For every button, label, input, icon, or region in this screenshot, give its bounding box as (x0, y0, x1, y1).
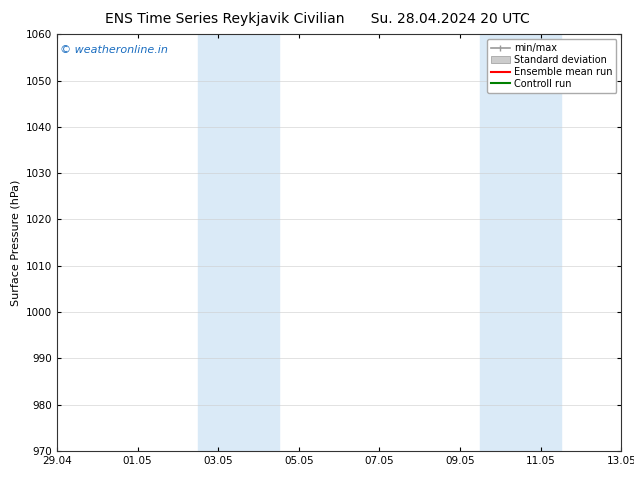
Y-axis label: Surface Pressure (hPa): Surface Pressure (hPa) (10, 179, 20, 306)
Text: ENS Time Series Reykjavik Civilian      Su. 28.04.2024 20 UTC: ENS Time Series Reykjavik Civilian Su. 2… (105, 12, 529, 26)
Text: © weatheronline.in: © weatheronline.in (60, 45, 168, 55)
Bar (481, 34, 561, 451)
Legend: min/max, Standard deviation, Ensemble mean run, Controll run: min/max, Standard deviation, Ensemble me… (487, 39, 616, 93)
Bar (198, 34, 279, 451)
